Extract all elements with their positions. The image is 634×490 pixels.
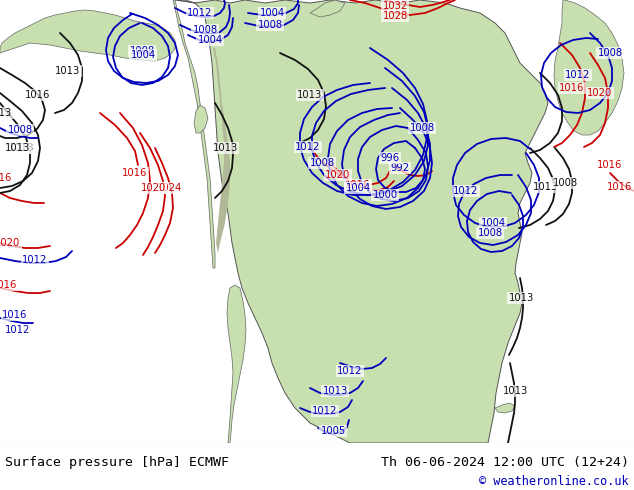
Text: 1016: 1016 — [3, 310, 28, 320]
Text: 1004: 1004 — [481, 218, 505, 228]
Text: 1016: 1016 — [559, 83, 585, 93]
Text: 1008: 1008 — [309, 158, 335, 168]
Text: 1020: 1020 — [325, 170, 351, 180]
Text: 1013: 1013 — [212, 143, 238, 153]
Text: 1020: 1020 — [140, 183, 165, 193]
Polygon shape — [554, 0, 624, 135]
Text: 1008: 1008 — [477, 228, 503, 238]
Polygon shape — [495, 403, 515, 413]
Text: 1016: 1016 — [0, 173, 13, 183]
Text: 1016: 1016 — [0, 280, 18, 290]
Text: 1016: 1016 — [122, 168, 148, 178]
Text: 1004: 1004 — [131, 50, 155, 60]
Polygon shape — [227, 285, 246, 443]
Text: 1012: 1012 — [5, 325, 30, 335]
Text: 996: 996 — [380, 153, 399, 163]
Text: 1016: 1016 — [607, 182, 633, 192]
Text: 1004: 1004 — [197, 35, 223, 45]
Text: 1013: 1013 — [322, 386, 347, 396]
Text: 1008: 1008 — [410, 123, 434, 133]
Text: © weatheronline.co.uk: © weatheronline.co.uk — [479, 475, 629, 488]
Text: 1028: 1028 — [382, 11, 408, 21]
Text: 1013: 1013 — [5, 143, 30, 153]
Text: 1013: 1013 — [10, 143, 35, 153]
Polygon shape — [194, 105, 208, 133]
Text: 1013: 1013 — [502, 386, 527, 396]
Text: 1012: 1012 — [22, 255, 48, 265]
Text: 1013: 1013 — [297, 90, 323, 100]
Text: 1020: 1020 — [587, 88, 612, 98]
Text: 1012: 1012 — [337, 366, 363, 376]
Text: 1008: 1008 — [597, 48, 623, 58]
Text: 1013: 1013 — [0, 108, 13, 118]
Text: 1032: 1032 — [382, 1, 408, 11]
Text: 1012: 1012 — [313, 406, 338, 416]
Text: Surface pressure [hPa] ECMWF: Surface pressure [hPa] ECMWF — [5, 456, 229, 469]
Text: 1008: 1008 — [257, 20, 283, 30]
Text: 1013: 1013 — [55, 66, 81, 76]
Text: 1016: 1016 — [597, 160, 623, 170]
Text: 1004: 1004 — [346, 183, 370, 193]
Text: 1012: 1012 — [295, 142, 321, 152]
Text: 1000: 1000 — [372, 190, 398, 200]
Text: 1008: 1008 — [129, 46, 155, 56]
Polygon shape — [310, 0, 345, 17]
Text: 1004: 1004 — [259, 8, 285, 18]
Polygon shape — [213, 48, 230, 253]
Text: 1012: 1012 — [187, 8, 212, 18]
Text: 1013: 1013 — [508, 293, 534, 303]
Text: 1016: 1016 — [25, 90, 51, 100]
Text: 1008: 1008 — [8, 125, 32, 135]
Text: 1024: 1024 — [157, 183, 183, 193]
Text: 1013: 1013 — [533, 182, 558, 192]
Text: 992: 992 — [391, 163, 410, 173]
Text: 1008: 1008 — [193, 25, 217, 35]
Text: 1008: 1008 — [552, 178, 578, 188]
Text: 1012: 1012 — [566, 70, 591, 80]
Text: 1005: 1005 — [320, 426, 346, 436]
Polygon shape — [175, 0, 548, 443]
Polygon shape — [0, 10, 175, 61]
Text: 1020: 1020 — [0, 238, 21, 248]
Text: 1016: 1016 — [346, 180, 371, 190]
Polygon shape — [173, 0, 215, 268]
Text: Th 06-06-2024 12:00 UTC (12+24): Th 06-06-2024 12:00 UTC (12+24) — [381, 456, 629, 469]
Text: 1012: 1012 — [453, 186, 479, 196]
